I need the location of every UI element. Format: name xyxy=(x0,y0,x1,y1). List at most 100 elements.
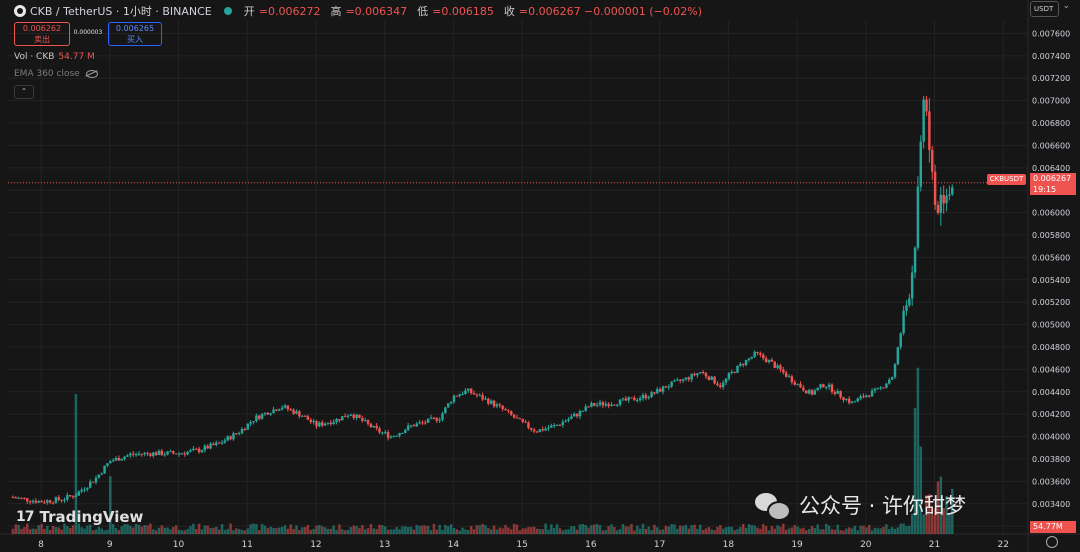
volume-bar xyxy=(452,528,456,534)
candle-body xyxy=(656,389,659,394)
candle-body xyxy=(730,371,733,374)
volume-bar xyxy=(770,526,774,534)
volume-bar xyxy=(524,528,527,534)
candle-body xyxy=(441,413,444,420)
volume-bar xyxy=(573,526,576,534)
volume-bar xyxy=(418,525,421,534)
x-tick-label: 18 xyxy=(723,540,735,550)
y-tick-label: 0.007600 xyxy=(1032,29,1070,38)
symbol-title[interactable]: CKB / TetherUS · 1小时 · BINANCE xyxy=(30,5,212,18)
x-tick-label: 8 xyxy=(38,540,44,550)
candle-body xyxy=(154,452,158,456)
candle-body xyxy=(318,422,321,427)
volume-bar xyxy=(455,529,459,534)
candle-body xyxy=(335,419,338,423)
volume-bar xyxy=(412,529,416,534)
x-tick-label: 17 xyxy=(654,540,665,550)
volume-bar xyxy=(464,529,467,534)
volume-bar xyxy=(610,524,613,534)
volume-bar xyxy=(341,529,344,534)
candle-body xyxy=(598,402,602,405)
candle-body xyxy=(467,388,470,391)
volume-bar xyxy=(615,530,619,534)
candle-body xyxy=(802,387,805,391)
candle-body xyxy=(209,443,212,449)
volume-bar xyxy=(656,527,659,534)
buy-price: 0.006265 xyxy=(115,24,155,33)
ema-legend[interactable]: EMA 360 close xyxy=(14,69,98,79)
volume-bar xyxy=(60,529,63,534)
candle-body xyxy=(867,395,871,397)
close-label: 收 xyxy=(503,5,515,18)
candle-body xyxy=(51,502,55,504)
volume-bar xyxy=(782,523,785,534)
candle-body xyxy=(237,433,241,435)
candle-body xyxy=(710,376,713,380)
candle-body xyxy=(773,361,776,368)
candle-body xyxy=(389,436,393,438)
volume-bar xyxy=(664,525,668,534)
volume-bar xyxy=(802,527,805,534)
hidden-eye-icon[interactable] xyxy=(85,70,98,78)
candle-body xyxy=(17,497,20,499)
volume-bar xyxy=(243,530,247,534)
buy-button[interactable]: 0.006265 买入 xyxy=(108,22,162,46)
candle-body xyxy=(341,416,344,421)
watermark: 公众号 · 许你甜梦 xyxy=(755,490,966,521)
buy-label: 买入 xyxy=(127,35,143,44)
volume-bar xyxy=(793,525,796,534)
candle-body xyxy=(733,371,736,373)
y-tick-label: 0.004200 xyxy=(1032,410,1070,419)
currency-select[interactable]: USDT xyxy=(1030,0,1070,17)
volume-bar xyxy=(415,524,418,534)
candle-body xyxy=(661,386,665,392)
candle-body xyxy=(326,422,330,424)
candle-body xyxy=(495,404,499,407)
candle-body xyxy=(776,365,779,368)
candle-body xyxy=(610,404,613,407)
candle-body xyxy=(275,409,278,411)
candle-body xyxy=(951,187,954,195)
x-tick-label: 10 xyxy=(173,540,185,550)
x-tick-label: 21 xyxy=(929,540,940,550)
volume-legend[interactable]: Vol · CKB 54.77 M xyxy=(14,52,95,62)
candle-body xyxy=(20,497,23,499)
candle-body xyxy=(194,448,198,450)
candle-body xyxy=(60,499,63,501)
y-tick-label: 0.006800 xyxy=(1032,119,1070,128)
volume-bar xyxy=(804,530,808,534)
volume-bar xyxy=(395,527,398,534)
volume-bar xyxy=(598,525,602,534)
candle-body xyxy=(449,401,453,404)
candle-body xyxy=(847,398,851,403)
volume-bar xyxy=(303,527,307,534)
volume-bar xyxy=(790,527,794,534)
candle-body xyxy=(925,99,928,112)
candle-body xyxy=(882,387,885,389)
volume-bar xyxy=(177,529,181,534)
candle-body xyxy=(507,410,510,412)
volume-bar xyxy=(621,524,625,534)
volume-bar xyxy=(97,527,101,534)
candle-body xyxy=(89,481,92,488)
candle-body xyxy=(418,422,421,424)
sell-button[interactable]: 0.006262 卖出 xyxy=(14,22,70,46)
tradingview-logo[interactable]: 17 TradingView xyxy=(16,508,143,526)
settings-icon[interactable] xyxy=(1046,536,1058,548)
y-tick-label: 0.006600 xyxy=(1032,141,1070,150)
candle-body xyxy=(830,384,834,393)
volume-bar xyxy=(157,527,161,534)
wechat-icon xyxy=(755,491,791,521)
candle-body xyxy=(143,452,146,455)
candle-body xyxy=(232,433,235,440)
candle-body xyxy=(343,416,347,418)
x-tick-label: 22 xyxy=(998,540,1009,550)
candle-body xyxy=(822,384,825,388)
volume-bar xyxy=(20,528,23,534)
volume-bar xyxy=(469,526,473,534)
collapse-legend-button[interactable]: ⌃ xyxy=(14,85,34,99)
volume-bar xyxy=(678,525,682,534)
candle-body xyxy=(280,407,284,410)
volume-bar xyxy=(819,529,822,534)
